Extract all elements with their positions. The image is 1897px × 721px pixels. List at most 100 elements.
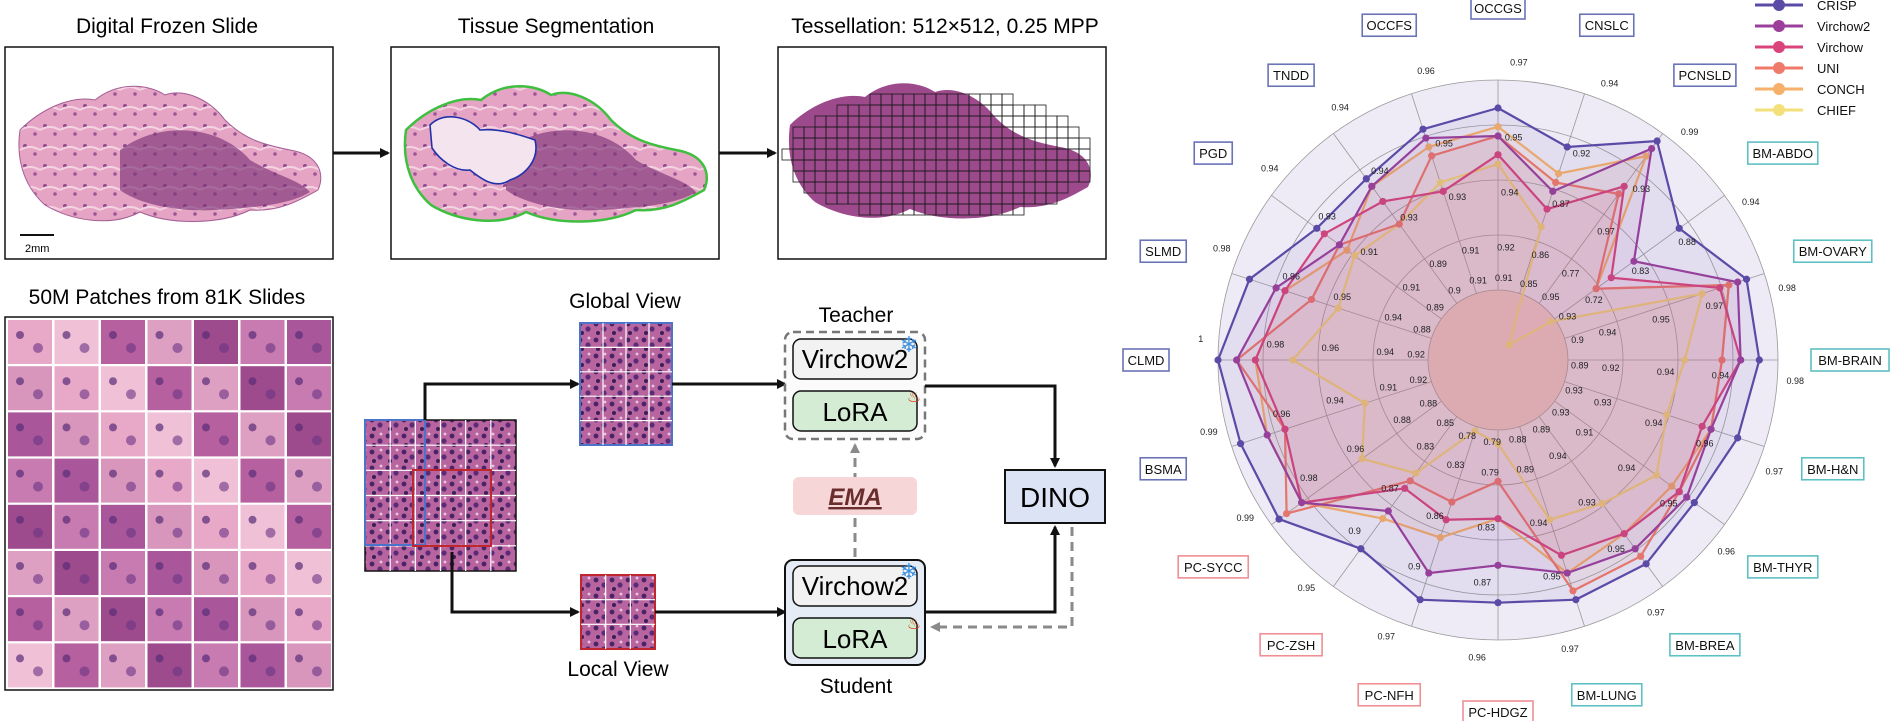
- nucleus: [172, 435, 183, 446]
- patch-tile: [54, 551, 99, 595]
- nucleus: [202, 515, 210, 524]
- category-label: CNSLC: [1578, 13, 1635, 38]
- patch-tile: [194, 551, 238, 595]
- data-point: [1334, 304, 1342, 312]
- legend-label: UNI: [1817, 61, 1839, 76]
- nucleus: [126, 435, 136, 446]
- category-text: CLMD: [1128, 353, 1165, 368]
- nucleus: [109, 423, 117, 432]
- tick-label: 0.97: [1561, 644, 1579, 654]
- nucleus: [62, 377, 71, 386]
- data-point: [1428, 152, 1436, 160]
- data-point: [1642, 560, 1650, 568]
- patch-tile: [8, 643, 52, 688]
- data-point: [1690, 499, 1698, 507]
- category-text: OCCFS: [1366, 18, 1412, 33]
- tile: [1056, 181, 1069, 194]
- category-label: OCCFS: [1361, 13, 1418, 38]
- tick-label: 0.9: [1348, 526, 1361, 536]
- patch-tile: [54, 643, 99, 688]
- nucleus: [248, 469, 257, 478]
- nucleus: [172, 389, 183, 400]
- nucleus: [295, 423, 303, 432]
- tick-label: 0.98: [1213, 243, 1231, 253]
- category-box: [1578, 13, 1635, 38]
- category-box: [1570, 682, 1643, 707]
- tick-label: 0.91: [1380, 382, 1398, 392]
- arrow-to-global: [423, 379, 580, 420]
- data-point: [1494, 515, 1502, 523]
- tick-label: 0.93: [1318, 212, 1336, 222]
- tick-label: 0.96: [1468, 652, 1486, 662]
- data-point: [1552, 178, 1560, 187]
- category-label: BM-ABDO: [1746, 141, 1819, 165]
- nucleus: [202, 377, 210, 386]
- data-point: [1335, 241, 1344, 249]
- nucleus: [248, 423, 257, 432]
- data-point: [1572, 596, 1580, 604]
- tick-label: 0.94: [1657, 367, 1675, 377]
- category-label: BM-THYR: [1746, 555, 1819, 579]
- nucleus: [295, 331, 303, 339]
- tick-label: 0.97: [1647, 608, 1665, 618]
- series-crisp: [1214, 104, 1763, 607]
- flame-icon: ♨: [907, 614, 921, 633]
- tick-label: 0.96: [1696, 439, 1714, 449]
- data-point: [1698, 290, 1706, 298]
- category-box: [1810, 348, 1890, 372]
- nucleus: [219, 343, 229, 353]
- nucleus: [219, 389, 229, 400]
- data-point: [1289, 356, 1297, 364]
- nucleus: [295, 562, 303, 570]
- tick-label: 0.93: [1552, 408, 1570, 418]
- radar-spoke: [1411, 426, 1477, 627]
- patch-tile: [147, 643, 192, 688]
- data-point: [1663, 411, 1671, 419]
- category-label: PC-SYCC: [1177, 555, 1250, 579]
- tick-label: 0.94: [1549, 451, 1567, 461]
- input-local-crop: [412, 469, 492, 547]
- tick-label: 0.97: [1706, 301, 1724, 311]
- nucleus: [16, 654, 24, 663]
- data-point: [1251, 356, 1259, 364]
- nucleus: [109, 608, 117, 617]
- tick-label: 0.91: [1403, 282, 1421, 292]
- tick-label: 0.93: [1578, 497, 1596, 507]
- nucleus: [79, 666, 90, 677]
- teacher-adapter-label: LoRA: [822, 397, 888, 427]
- teacher-label: Teacher: [819, 304, 894, 327]
- data-point: [1569, 587, 1577, 595]
- tick-label: 0.94: [1261, 163, 1279, 173]
- category-label: PCNSLD: [1673, 63, 1737, 88]
- flame-icon: ♨: [907, 387, 921, 406]
- nucleus: [62, 423, 71, 432]
- category-box: [1139, 239, 1188, 264]
- data-point: [1494, 477, 1502, 485]
- dino-box: [1004, 469, 1106, 524]
- nucleus: [172, 527, 183, 538]
- chart-legend: CRISP Virchow2 Virchow UNI CONCH CHIEF: [1755, 0, 1870, 118]
- background-outline: [429, 116, 537, 185]
- category-box: [1139, 456, 1188, 481]
- data-point: [1494, 104, 1502, 112]
- patch-tile: [147, 458, 192, 503]
- data-point: [1416, 596, 1424, 604]
- nucleus: [219, 620, 229, 631]
- patch-tile: [194, 504, 238, 549]
- student-model-label: Virchow2: [802, 571, 908, 601]
- data-point: [1281, 287, 1289, 295]
- tick-label: 1: [1198, 334, 1203, 344]
- nucleus: [155, 423, 164, 432]
- patches-title: 50M Patches from 81K Slides: [29, 286, 306, 309]
- data-point: [1384, 507, 1392, 515]
- category-label: BM-BREA: [1669, 632, 1741, 657]
- data-point: [1734, 278, 1742, 286]
- nucleus: [79, 389, 90, 400]
- nucleus: [248, 377, 257, 386]
- legend-marker: [1773, 104, 1785, 116]
- nucleus: [33, 343, 43, 353]
- nucleus: [202, 562, 210, 570]
- tick-label: 0.96: [1717, 547, 1735, 557]
- tick-label: 0.98: [1300, 473, 1318, 483]
- category-label: PGD: [1193, 141, 1234, 165]
